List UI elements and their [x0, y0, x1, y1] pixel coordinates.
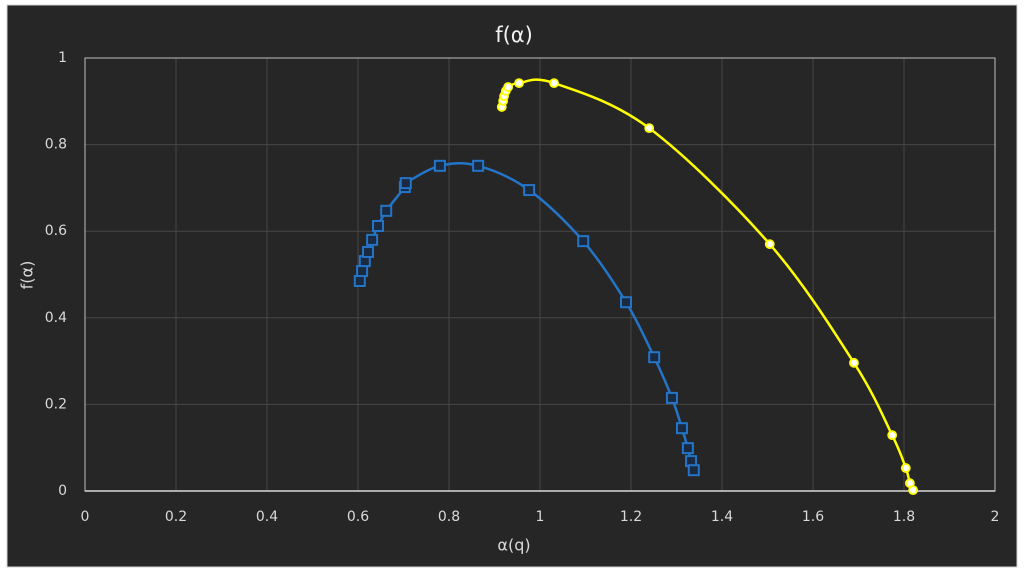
y-tick-label: 0 [58, 483, 67, 499]
x-tick-label: 2 [991, 509, 1000, 525]
x-tick-label: 1.2 [620, 509, 642, 525]
x-axis-label: α(q) [497, 536, 530, 555]
point [681, 442, 694, 455]
point [366, 233, 379, 246]
x-tick-label: 1.8 [893, 509, 915, 525]
point [380, 204, 393, 217]
x-tick-label: 1.4 [711, 509, 733, 525]
x-tick-label: 0.8 [438, 509, 460, 525]
point [908, 485, 918, 496]
point [549, 78, 560, 89]
y-tick-label: 1 [58, 50, 67, 66]
point [577, 235, 590, 248]
x-tick-label: 0.2 [165, 509, 187, 525]
x-tick-label: 1.6 [802, 509, 824, 525]
y-tick-label: 0.2 [45, 396, 67, 412]
y-tick-label: 0.8 [45, 137, 67, 153]
chart-title: f(α) [495, 23, 533, 47]
point [362, 245, 375, 258]
x-tick-label: 0.4 [256, 509, 278, 525]
x-tick-label: 0.6 [347, 509, 369, 525]
point [514, 78, 524, 89]
point [648, 351, 661, 364]
point [523, 184, 536, 197]
x-tick-label: 1 [536, 509, 545, 525]
point [356, 265, 369, 278]
point [665, 391, 678, 404]
point [900, 463, 911, 473]
point [849, 357, 859, 368]
chart-background [6, 4, 1018, 568]
point [619, 296, 632, 309]
point [675, 422, 688, 435]
y-tick-label: 0.4 [45, 310, 67, 326]
x-tick-label: 0 [81, 509, 90, 525]
point [399, 177, 412, 190]
y-tick-label: 0.6 [45, 223, 67, 239]
point [372, 220, 385, 233]
point [472, 159, 485, 172]
point [644, 123, 655, 134]
point [764, 239, 775, 250]
point [353, 274, 366, 287]
y-axis-label: f(α) [18, 261, 37, 290]
point [503, 82, 514, 92]
point [687, 464, 700, 477]
point [887, 430, 898, 441]
point [433, 159, 446, 172]
